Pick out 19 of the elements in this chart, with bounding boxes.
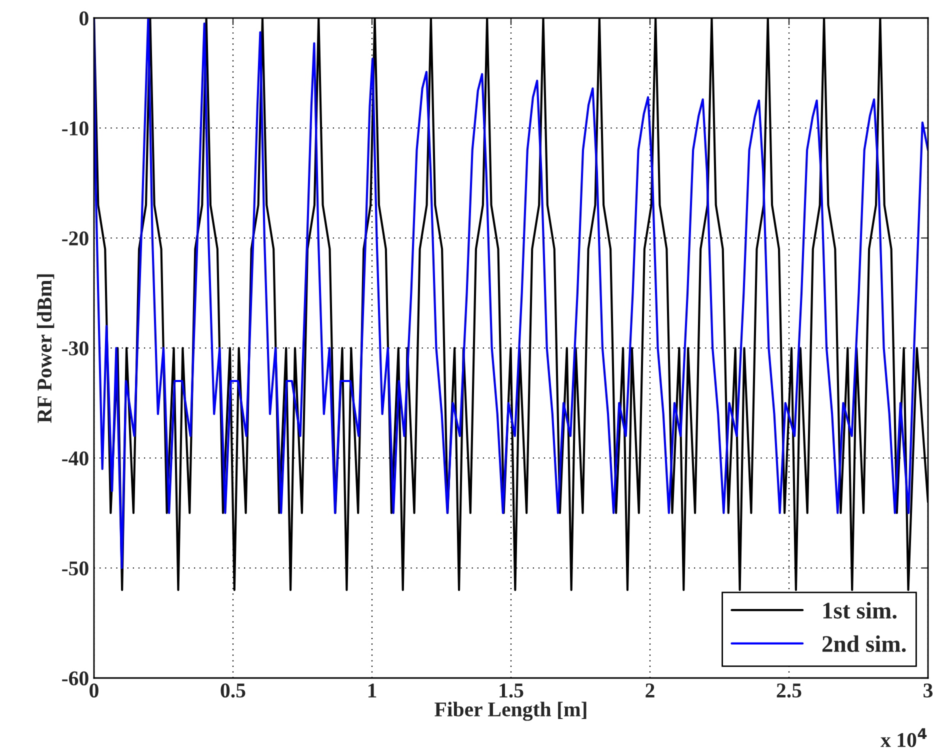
legend-label: 1st sim. bbox=[823, 602, 897, 619]
x-tick-label: 1.5 bbox=[500, 684, 524, 698]
y-tick-label: -60 bbox=[62, 671, 88, 686]
x-tick-label: 2 bbox=[646, 684, 654, 698]
x-tick-label: 1 bbox=[368, 684, 376, 698]
x-axis-title: Fiber Length [m] bbox=[434, 702, 586, 721]
y-tick-label: -40 bbox=[62, 451, 88, 466]
legend-label: 2nd sim. bbox=[822, 635, 906, 652]
y-tick-label: -50 bbox=[62, 561, 88, 576]
y-tick-label: -10 bbox=[62, 121, 88, 136]
x-tick-label: 0 bbox=[90, 683, 98, 698]
x-tick-label: 0.5 bbox=[220, 683, 246, 698]
text: x 10$^{4}$ bbox=[880, 728, 927, 748]
x-tick-label: 3 bbox=[924, 684, 932, 698]
x-tick-label: 2.5 bbox=[776, 684, 802, 698]
y-axis-title: RF Power [dBm] bbox=[36, 274, 54, 423]
y-tick-label: -30 bbox=[62, 341, 88, 356]
y-tick-label: -20 bbox=[62, 231, 88, 246]
y-tick-label: 0 bbox=[80, 11, 88, 26]
